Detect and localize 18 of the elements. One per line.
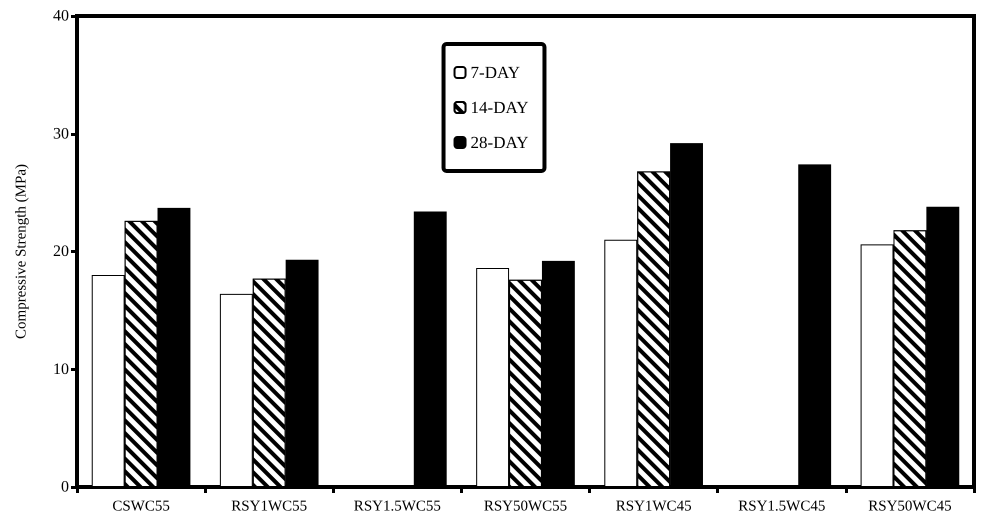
x-tick-label: RSY1WC45 (616, 498, 692, 514)
bar (798, 164, 832, 487)
x-tick-label: RSY1.5WC45 (738, 498, 826, 514)
legend-label: 7-DAY (470, 63, 520, 82)
y-tick-label: 10 (53, 360, 69, 378)
y-tick-label: 0 (61, 478, 69, 496)
x-tick-label: RSY50WC45 (868, 498, 952, 514)
y-axis-title: Compressive Strength (MPa) (14, 164, 30, 339)
bar (414, 211, 447, 487)
y-tick-label: 20 (53, 243, 69, 260)
legend-label: 14-DAY (470, 98, 528, 117)
y-tick-label: 40 (53, 8, 69, 24)
x-tick-label: RSY50WC55 (484, 498, 568, 514)
x-tick-label: RSY1WC55 (231, 498, 308, 514)
x-tick-label: RSY1.5WC55 (354, 498, 441, 514)
x-tick-label: CSWC55 (112, 498, 170, 514)
y-tick-label: 30 (53, 125, 69, 142)
legend-label: 28-DAY (470, 133, 528, 152)
